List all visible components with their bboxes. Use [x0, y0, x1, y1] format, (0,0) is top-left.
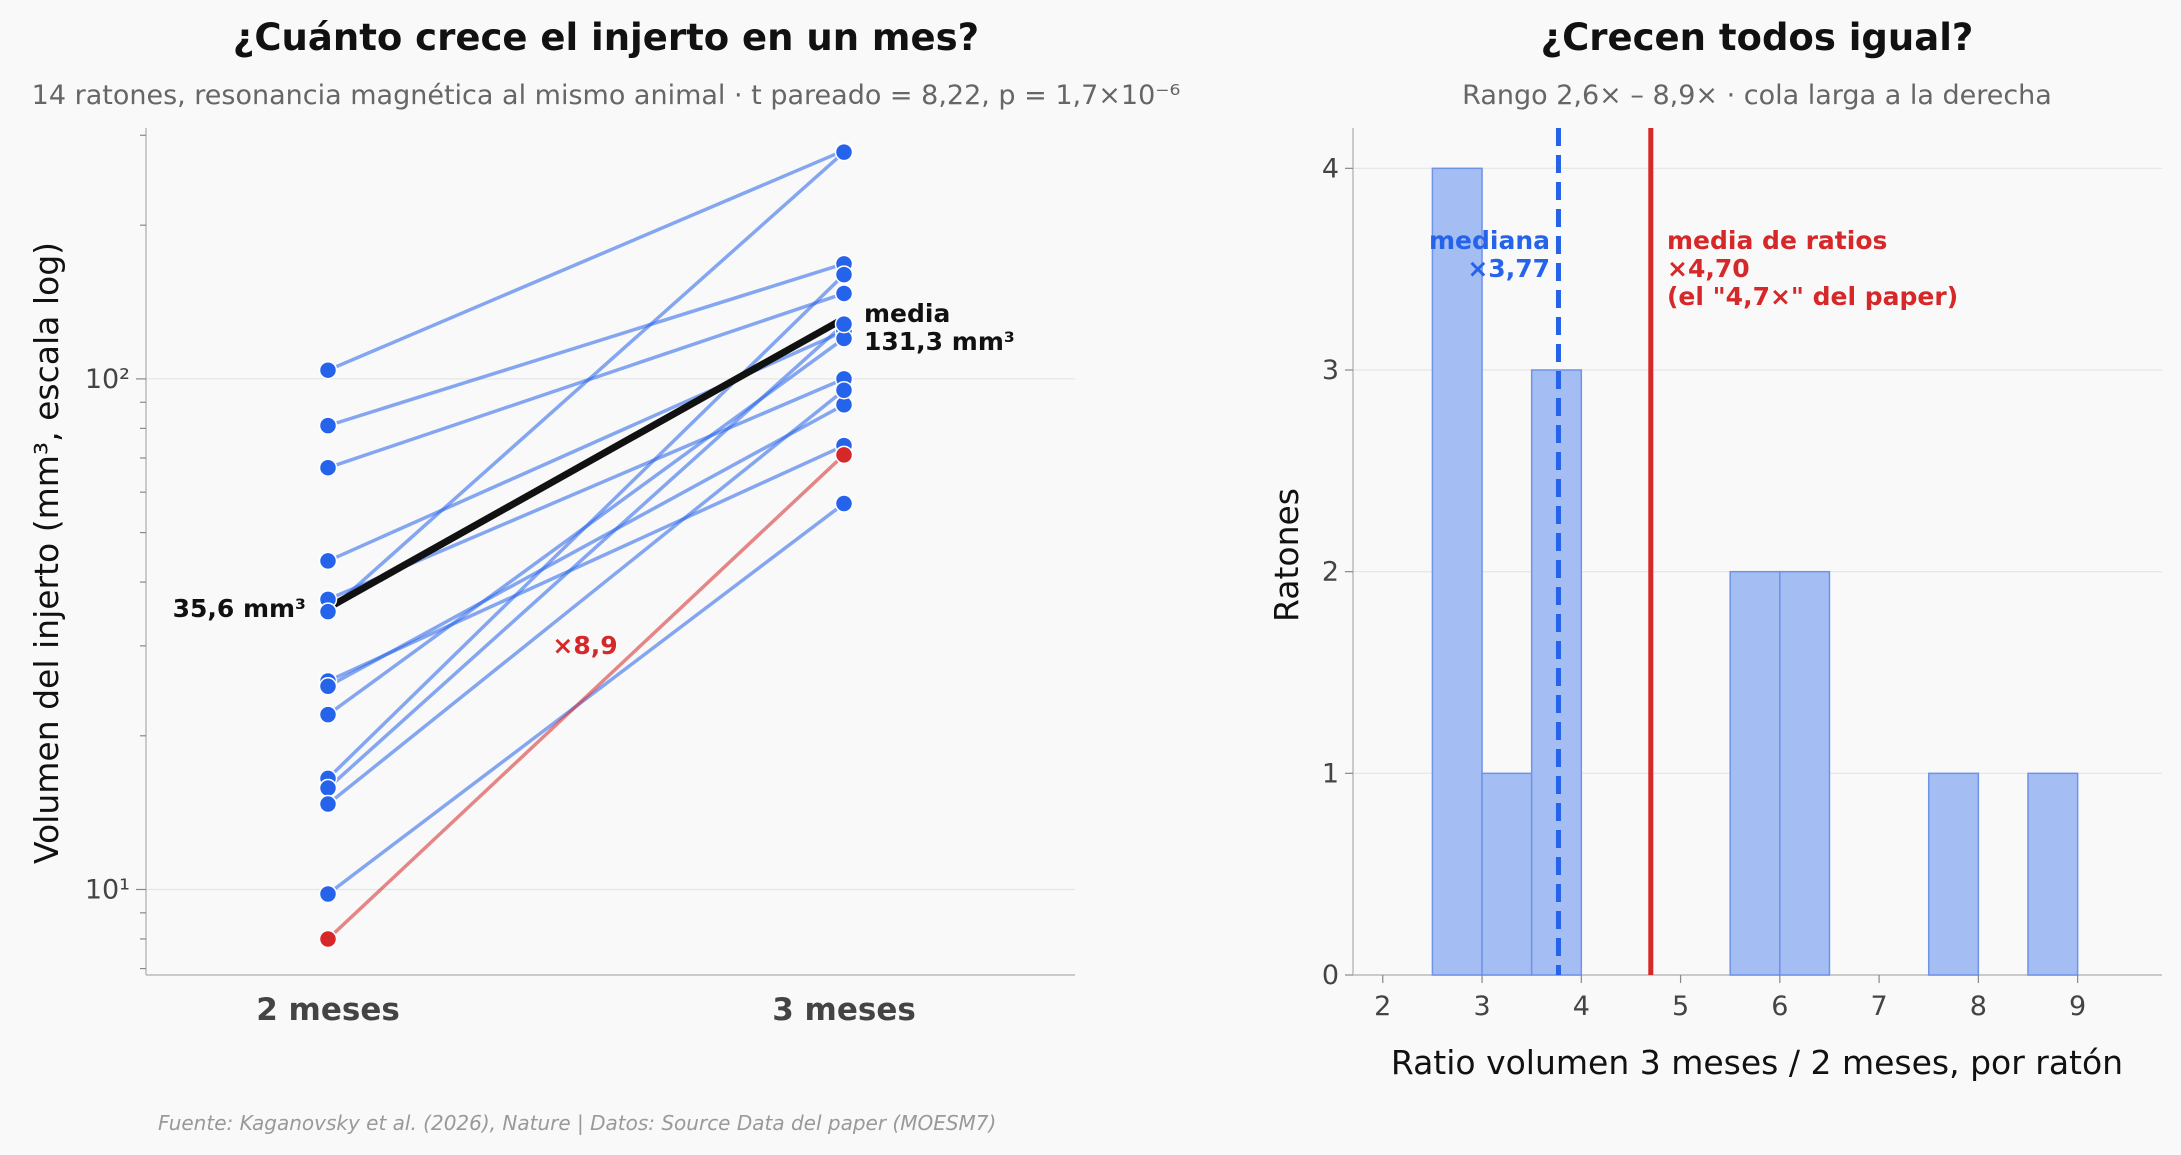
mouse-line	[326, 273, 846, 780]
right-chart-title: ¿Crecen todos igual?	[1541, 16, 1974, 59]
mouse-point	[318, 360, 338, 380]
mean-line-group	[324, 315, 848, 612]
mouse-point	[834, 314, 854, 334]
left-y-axis-label: Volumen del injerto (mm³, escala log)	[27, 242, 66, 864]
histogram-bar	[1779, 570, 1831, 976]
right-x-axis-label: Ratio volumen 3 meses / 2 meses, por rat…	[1391, 1043, 2123, 1082]
mean-line	[324, 315, 848, 612]
y-tick-label: 4	[1322, 153, 1339, 184]
highlight-point	[834, 445, 854, 465]
highlight-ratio-label: ×8,9	[552, 631, 617, 660]
mouse-point	[318, 677, 338, 696]
x-tick-label: 8	[1970, 991, 1987, 1022]
histogram-bar	[2027, 772, 2079, 976]
mouse-point	[834, 284, 854, 303]
x-tick-label-3-meses: 3 meses	[772, 992, 916, 1028]
highlight-point	[318, 929, 338, 949]
paired-volume-chart: ¿Cuánto crece el injerto en un mes? 14 r…	[27, 16, 1180, 1028]
x-tick-label: 4	[1573, 991, 1590, 1022]
x-tick-label: 7	[1871, 991, 1888, 1022]
x-tick-label-2-meses: 2 meses	[256, 992, 400, 1028]
histogram-bars	[1431, 167, 2079, 976]
mouse-point	[318, 884, 338, 904]
left-chart-subtitle: 14 ratones, resonancia magnética al mism…	[32, 80, 1181, 111]
median-label-1: mediana	[1429, 226, 1550, 255]
mouse-point	[834, 142, 854, 162]
mean-right-label-1: media	[864, 299, 950, 328]
mouse-point	[318, 794, 338, 814]
mouse-points	[318, 141, 854, 949]
ratio-histogram: ¿Crecen todos igual? Rango 2,6× – 8,9× ·…	[1267, 16, 2162, 1082]
histogram-bar	[1431, 167, 1483, 976]
mouse-point	[318, 778, 338, 798]
mean-ratio-label-1: media de ratios	[1667, 226, 1887, 255]
mean-ratio-label-3: (el "4,7×" del paper)	[1667, 282, 1958, 311]
median-label-2: ×3,77	[1467, 254, 1550, 283]
histogram-bar	[1729, 570, 1781, 976]
mouse-line	[327, 403, 845, 688]
mouse-point	[318, 551, 338, 571]
highlight-mouse-line	[326, 453, 846, 941]
mouse-point	[834, 494, 854, 513]
mouse-lines	[326, 148, 846, 941]
y-tick-label: 0	[1322, 960, 1339, 991]
x-tick-label: 5	[1672, 991, 1689, 1022]
left-chart-title: ¿Cuánto crece el injerto en un mes?	[233, 16, 979, 59]
x-tick-label: 3	[1473, 991, 1490, 1022]
summary-lines	[1555, 128, 1654, 975]
mouse-line	[326, 388, 846, 806]
x-tick-label: 2	[1374, 991, 1391, 1022]
y-tick-label: 1	[1322, 758, 1339, 789]
mouse-line	[327, 444, 845, 683]
mean-right-label-2: 131,3 mm³	[864, 327, 1015, 356]
x-tick-label: 9	[2069, 991, 2086, 1022]
right-x-ticks: 2 3 4 5 6 7 8 9	[1374, 975, 2086, 1022]
mouse-point	[318, 416, 338, 435]
mouse-point	[834, 381, 854, 400]
right-chart-subtitle: Rango 2,6× – 8,9× · cola larga a la dere…	[1462, 80, 2052, 111]
histogram-bar	[1481, 772, 1533, 976]
mouse-line	[327, 148, 845, 372]
right-y-ticks: 0 1 2 3 4	[1322, 153, 1353, 991]
mouse-line	[326, 150, 846, 613]
source-note: Fuente: Kaganovsky et al. (2026), Nature…	[158, 1111, 996, 1135]
left-y-ticks: 10¹ 10²	[85, 134, 146, 970]
mouse-point	[318, 602, 338, 621]
mouse-line	[326, 322, 846, 790]
mean-left-label: 35,6 mm³	[173, 594, 306, 623]
right-y-axis-label: Ratones	[1267, 488, 1306, 622]
mean-ratio-label-2: ×4,70	[1667, 254, 1750, 283]
y-tick-label: 10¹	[85, 874, 130, 905]
x-tick-label: 6	[1771, 991, 1788, 1022]
y-tick-label: 3	[1322, 355, 1339, 386]
left-gridlines	[146, 378, 1075, 891]
mouse-point	[834, 265, 854, 284]
mouse-line	[327, 262, 845, 428]
y-tick-label: 2	[1322, 557, 1339, 588]
mouse-point	[318, 705, 338, 724]
y-tick-label: 10²	[85, 364, 130, 395]
histogram-bar	[1927, 772, 1980, 976]
mouse-point	[318, 458, 338, 477]
